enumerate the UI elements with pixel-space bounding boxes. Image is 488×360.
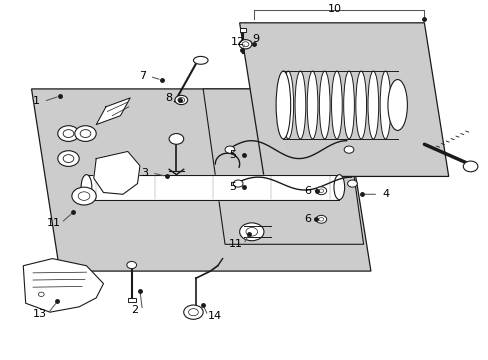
Circle shape bbox=[224, 146, 234, 153]
Polygon shape bbox=[31, 89, 370, 271]
Text: 10: 10 bbox=[327, 4, 341, 14]
Ellipse shape bbox=[355, 71, 366, 139]
Circle shape bbox=[233, 180, 243, 187]
Text: 5: 5 bbox=[229, 150, 236, 160]
Polygon shape bbox=[94, 152, 140, 194]
Circle shape bbox=[315, 187, 326, 195]
Circle shape bbox=[63, 155, 74, 162]
Text: 6: 6 bbox=[304, 214, 310, 224]
Circle shape bbox=[188, 309, 198, 316]
Ellipse shape bbox=[343, 71, 354, 139]
Circle shape bbox=[72, 187, 96, 205]
Circle shape bbox=[245, 228, 257, 236]
Text: 5: 5 bbox=[229, 182, 236, 192]
Circle shape bbox=[175, 95, 187, 105]
Circle shape bbox=[78, 192, 90, 201]
Ellipse shape bbox=[319, 71, 329, 139]
Circle shape bbox=[178, 98, 184, 103]
Circle shape bbox=[347, 180, 357, 187]
Polygon shape bbox=[239, 23, 448, 176]
Text: 14: 14 bbox=[208, 311, 222, 321]
Circle shape bbox=[242, 42, 248, 47]
Text: 8: 8 bbox=[165, 93, 172, 103]
Circle shape bbox=[183, 305, 203, 319]
Text: 2: 2 bbox=[131, 305, 139, 315]
Circle shape bbox=[169, 134, 183, 144]
Bar bbox=[239, 28, 246, 32]
Circle shape bbox=[38, 292, 44, 296]
Ellipse shape bbox=[306, 71, 317, 139]
Text: 9: 9 bbox=[252, 34, 259, 44]
Text: 1: 1 bbox=[33, 96, 40, 107]
Text: 12: 12 bbox=[231, 37, 245, 48]
Text: 6: 6 bbox=[304, 186, 310, 196]
Circle shape bbox=[58, 126, 79, 141]
Bar bbox=[127, 298, 135, 302]
Circle shape bbox=[462, 161, 477, 172]
Circle shape bbox=[80, 130, 91, 138]
Ellipse shape bbox=[283, 71, 293, 139]
Ellipse shape bbox=[367, 71, 378, 139]
Circle shape bbox=[318, 189, 323, 193]
Ellipse shape bbox=[193, 57, 207, 64]
Ellipse shape bbox=[276, 71, 290, 139]
Circle shape bbox=[315, 215, 326, 223]
Ellipse shape bbox=[387, 80, 407, 130]
Ellipse shape bbox=[331, 71, 342, 139]
Text: 13: 13 bbox=[33, 309, 47, 319]
Ellipse shape bbox=[379, 71, 390, 139]
Circle shape bbox=[75, 126, 96, 141]
Circle shape bbox=[126, 261, 136, 269]
Ellipse shape bbox=[81, 175, 92, 200]
Polygon shape bbox=[96, 98, 130, 125]
Text: 3: 3 bbox=[141, 168, 148, 178]
Circle shape bbox=[63, 130, 74, 138]
Ellipse shape bbox=[294, 71, 305, 139]
Ellipse shape bbox=[333, 175, 344, 200]
Circle shape bbox=[318, 217, 323, 221]
Text: 4: 4 bbox=[381, 189, 388, 199]
Circle shape bbox=[58, 151, 79, 166]
Text: 11: 11 bbox=[229, 239, 243, 249]
Polygon shape bbox=[203, 89, 363, 244]
Polygon shape bbox=[23, 258, 103, 312]
Circle shape bbox=[344, 146, 353, 153]
Circle shape bbox=[239, 40, 251, 49]
Circle shape bbox=[239, 223, 264, 241]
Text: 11: 11 bbox=[47, 218, 61, 228]
Text: 7: 7 bbox=[139, 71, 145, 81]
